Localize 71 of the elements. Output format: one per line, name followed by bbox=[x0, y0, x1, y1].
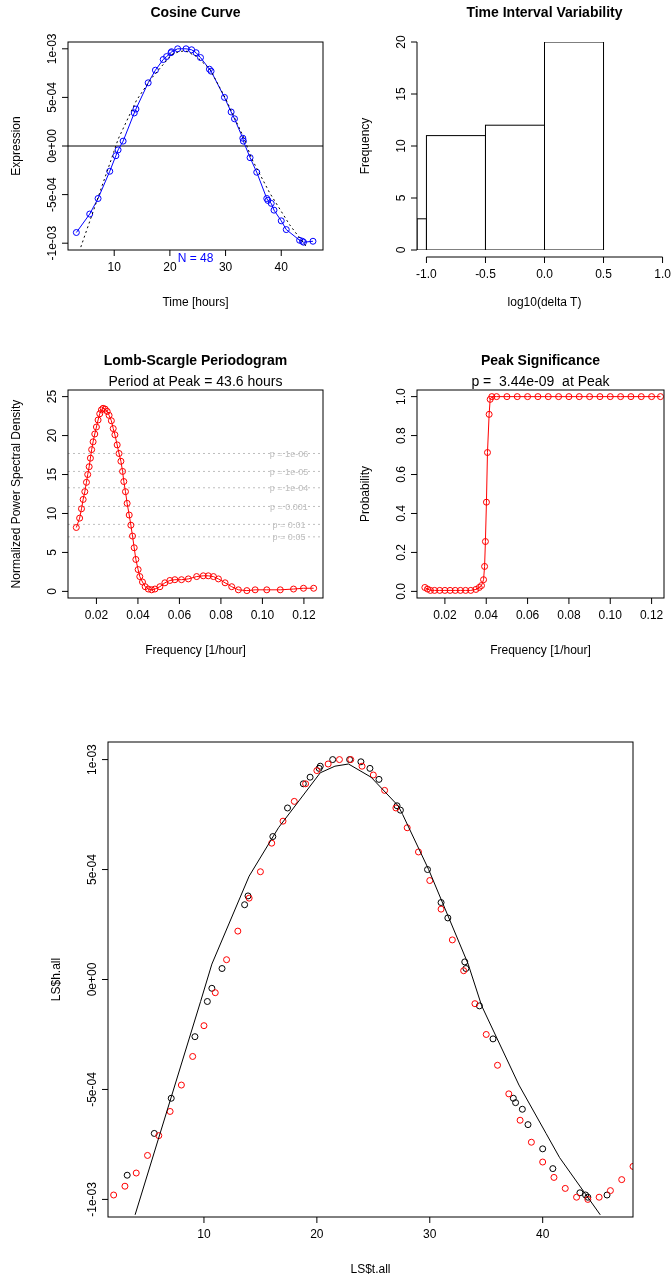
y-tick-label: 15 bbox=[45, 467, 59, 482]
y-tick-label: 5e-04 bbox=[85, 853, 99, 885]
y-tick-label: 25 bbox=[45, 389, 59, 404]
annotation: p = 0.01 bbox=[272, 519, 306, 530]
x-tick-label: 0.04 bbox=[474, 608, 499, 622]
y-tick-label: 0.4 bbox=[394, 504, 408, 522]
y-axis-title: Expression bbox=[9, 116, 23, 176]
x-tick-label: 0.08 bbox=[209, 608, 233, 622]
y-tick-label: -5e-04 bbox=[85, 1071, 99, 1107]
x-tick-label: 0.10 bbox=[250, 608, 275, 622]
y-tick-label: 0 bbox=[394, 246, 408, 254]
y-tick-label: -1e-03 bbox=[45, 225, 59, 261]
x-tick-label: 10 bbox=[107, 260, 122, 274]
chart-subtitle: p = 3.44e-09 at Peak bbox=[471, 373, 611, 389]
y-tick-label: 10 bbox=[45, 506, 59, 521]
x-tick-label: 1.0 bbox=[654, 267, 672, 281]
x-axis-title: Time [hours] bbox=[162, 295, 229, 309]
y-tick-label: 10 bbox=[394, 139, 408, 153]
x-tick-label: 20 bbox=[310, 1227, 324, 1241]
y-tick-label: 5 bbox=[394, 194, 408, 202]
y-axis-title: Frequency bbox=[358, 117, 372, 175]
x-tick-label: 0.06 bbox=[167, 608, 192, 622]
x-tick-label: 0.04 bbox=[126, 608, 150, 622]
x-tick-label: 0.08 bbox=[557, 608, 581, 622]
y-axis-title: Normalized Power Spectral Density bbox=[9, 399, 23, 589]
chart-title: Lomb-Scargle Periodogram bbox=[103, 352, 288, 368]
y-tick-label: 1e-03 bbox=[85, 743, 99, 775]
y-tick-label: 0.8 bbox=[394, 426, 408, 444]
chart-title: Peak Significance bbox=[480, 352, 601, 368]
chart-title: Time Interval Variability bbox=[466, 4, 623, 20]
y-tick-label: 20 bbox=[394, 35, 408, 49]
x-tick-label: 30 bbox=[423, 1227, 437, 1241]
x-tick-label: 30 bbox=[218, 260, 233, 274]
x-tick-label: 20 bbox=[163, 260, 177, 274]
text: N = 48 bbox=[177, 251, 214, 265]
chart-subtitle: Period at Peak = 43.6 hours bbox=[108, 373, 283, 389]
y-tick-label: 5 bbox=[45, 548, 59, 556]
y-tick-label: 1e-03 bbox=[45, 33, 59, 65]
x-tick-label: 0.02 bbox=[84, 608, 109, 622]
y-tick-label: 0.6 bbox=[394, 465, 408, 483]
x-tick-label: 40 bbox=[274, 260, 289, 274]
y-tick-label: 0.2 bbox=[394, 543, 408, 561]
x-tick-label: 0.12 bbox=[639, 608, 664, 622]
x-tick-label: 0.10 bbox=[598, 608, 623, 622]
annotation: p = 0.05 bbox=[272, 532, 306, 543]
y-tick-label: 5e-04 bbox=[45, 81, 59, 113]
y-tick-label: 15 bbox=[394, 87, 408, 101]
y-tick-label: -1e-03 bbox=[85, 1181, 99, 1217]
x-tick-label: 0.0 bbox=[536, 267, 554, 281]
x-tick-label: 10 bbox=[197, 1227, 211, 1241]
x-axis-title: LS$t.all bbox=[350, 1262, 391, 1276]
chart-title: Cosine Curve bbox=[150, 4, 241, 20]
x-tick-label: 0.12 bbox=[292, 608, 316, 622]
y-axis-title: Probability bbox=[358, 465, 372, 523]
x-axis-title: Frequency [1/hour] bbox=[490, 643, 591, 657]
y-tick-label: 20 bbox=[45, 428, 59, 443]
x-axis-title: log10(delta T) bbox=[507, 295, 582, 309]
y-tick-label: 1.0 bbox=[394, 387, 408, 405]
x-tick-label: -0.5 bbox=[475, 267, 497, 281]
y-tick-label: 0 bbox=[45, 587, 59, 595]
y-tick-label: -5e-04 bbox=[45, 176, 59, 212]
x-axis-title: Frequency [1/hour] bbox=[145, 643, 246, 657]
x-tick-label: 40 bbox=[536, 1227, 550, 1241]
x-tick-label: 0.06 bbox=[515, 608, 540, 622]
x-tick-label: 0.5 bbox=[595, 267, 613, 281]
y-tick-label: 0.0 bbox=[394, 582, 408, 600]
y-tick-label: 0e+00 bbox=[85, 962, 99, 997]
y-axis-title: LS$h.all bbox=[49, 957, 63, 1002]
x-tick-label: -1.0 bbox=[416, 267, 438, 281]
y-tick-label: 0e+00 bbox=[45, 128, 59, 163]
x-tick-label: 0.02 bbox=[433, 608, 457, 622]
